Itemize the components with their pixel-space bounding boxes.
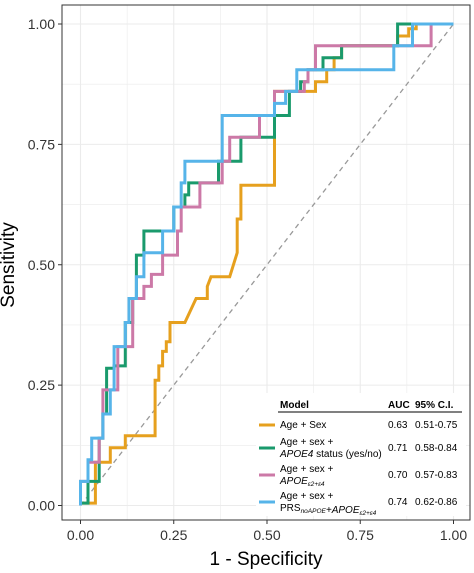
- reference-diagonal: [79, 23, 455, 506]
- legend-header-model: Model: [280, 400, 309, 411]
- legend-ci-value: 0.57-0.83: [415, 470, 458, 481]
- legend-model-label: Age + sex +: [280, 464, 334, 475]
- legend-model-label: Age + sex +: [280, 437, 334, 448]
- x-tick-label: 0.00: [67, 527, 94, 543]
- legend-model-label: Age + sex +: [280, 491, 334, 502]
- legend-model-label: Age + Sex: [280, 420, 326, 431]
- x-tick-label: 0.50: [253, 527, 280, 543]
- legend-model-label-line2: PRSnoAPOE+APOEε2+ε4: [280, 503, 377, 517]
- legend-header-ci: 95% C.I.: [415, 400, 454, 411]
- roc-curve-4: [79, 22, 454, 506]
- legend-ci-value: 0.51-0.75: [415, 420, 458, 431]
- y-tick-label: 1.00: [28, 16, 55, 32]
- x-axis-title: 1 - Specificity: [210, 549, 323, 570]
- roc-curve-3: [79, 22, 454, 506]
- axis-ticks: 0.00 0.00 0.25 0.25 0.50 0.50 0.75 0.75 1.00 1.00: [28, 16, 468, 543]
- plot-border: [61, 4, 471, 521]
- x-tick-label: 1.00: [440, 527, 467, 543]
- x-tick-label: 0.25: [160, 527, 187, 543]
- legend-header-auc: AUC: [388, 400, 410, 411]
- legend: Model AUC 95% C.I. Age + Sex 0.63 0.51-0.75 Ag…: [256, 393, 466, 517]
- legend-ci-value: 0.58-0.84: [415, 443, 458, 454]
- y-tick-label: 0.25: [28, 377, 55, 393]
- legend-auc-value: 0.74: [388, 497, 408, 508]
- legend-model-label-line2: APOE4 status (yes/no): [279, 449, 382, 460]
- y-tick-label: 0.75: [28, 136, 55, 152]
- y-tick-label: 0.00: [28, 498, 55, 514]
- y-tick-label: 0.50: [28, 257, 55, 273]
- legend-auc-value: 0.63: [388, 420, 408, 431]
- x-tick-label: 0.75: [347, 527, 374, 543]
- legend-auc-value: 0.70: [388, 470, 408, 481]
- legend-model-label-line2: APOEε2+ε4: [279, 476, 325, 488]
- legend-box: [256, 393, 466, 516]
- y-axis-title: Sensitivity: [0, 222, 19, 308]
- roc-curves: [79, 22, 454, 506]
- legend-auc-value: 0.71: [388, 443, 408, 454]
- legend-ci-value: 0.62-0.86: [415, 497, 458, 508]
